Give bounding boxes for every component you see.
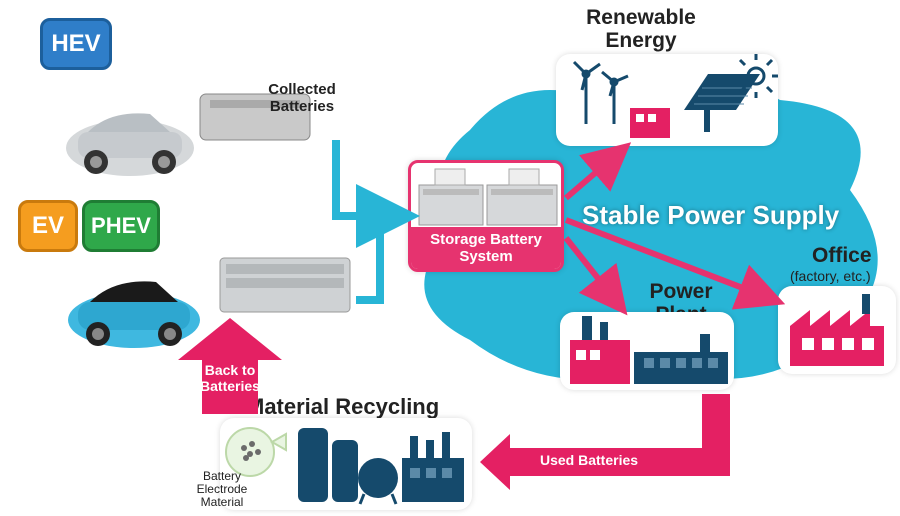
badge-hev: HEV bbox=[40, 18, 112, 70]
card-storage-battery-system: Storage Battery System bbox=[408, 160, 564, 272]
label-back-to-batteries: Back to Batteries bbox=[192, 362, 268, 394]
badge-phev: PHEV bbox=[82, 200, 160, 252]
badge-hev-text: HEV bbox=[51, 30, 100, 58]
label-collected-batteries: Collected Batteries bbox=[262, 82, 342, 115]
badge-phev-text: PHEV bbox=[91, 213, 151, 239]
label-stable-power: Stable Power Supply bbox=[582, 200, 839, 231]
card-office bbox=[778, 286, 896, 374]
label-renewable: Renewable Energy bbox=[576, 6, 706, 52]
storage-container-icon bbox=[417, 169, 561, 229]
card-power-plant bbox=[560, 312, 734, 390]
vehicle-ev-graphic bbox=[60, 256, 360, 356]
badge-ev: EV bbox=[18, 200, 78, 252]
label-material-recycling: Material Recycling bbox=[246, 394, 439, 420]
badge-ev-text: EV bbox=[32, 212, 64, 240]
office-icon bbox=[778, 286, 896, 374]
power-plant-icon bbox=[560, 312, 734, 390]
label-battery-electrode: Battery Electrode Material bbox=[186, 470, 258, 510]
label-used-batteries: Used Batteries bbox=[540, 452, 638, 468]
card-renewable-energy bbox=[556, 54, 778, 146]
renewable-icon bbox=[556, 54, 778, 146]
label-storage: Storage Battery System bbox=[411, 227, 561, 270]
label-office-sub: (factory, etc.) bbox=[790, 268, 871, 284]
label-office: Office bbox=[812, 244, 872, 268]
